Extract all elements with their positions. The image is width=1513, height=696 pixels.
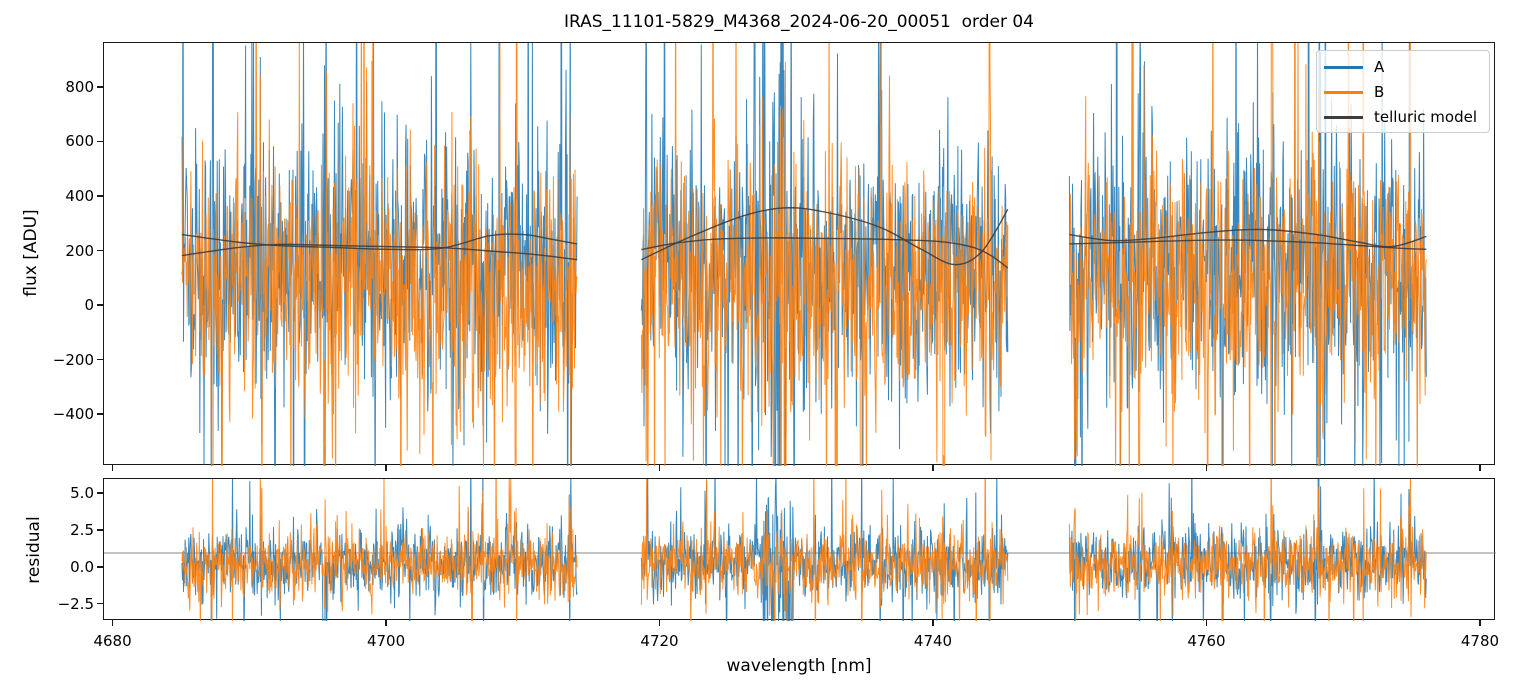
y-tick-label: 0 bbox=[84, 296, 94, 314]
legend-entry-telluric: telluric model bbox=[1317, 107, 1489, 127]
y-tick-label: 400 bbox=[65, 186, 94, 205]
tick-mark bbox=[111, 620, 114, 626]
x-tick-label: 4700 bbox=[366, 632, 406, 650]
tick-mark bbox=[97, 492, 103, 494]
tick-mark bbox=[97, 358, 103, 361]
legend-line-telluric-icon bbox=[1324, 116, 1363, 119]
telluric-model-curve bbox=[1069, 228, 1427, 248]
flux-axes bbox=[103, 42, 1495, 466]
series-B-line bbox=[181, 43, 1427, 466]
tick-mark bbox=[1205, 620, 1208, 626]
tick-mark bbox=[658, 620, 661, 626]
tick-mark bbox=[658, 465, 661, 471]
tick-mark bbox=[97, 304, 103, 306]
x-tick-label: 4720 bbox=[640, 632, 679, 650]
tick-mark bbox=[385, 465, 387, 471]
plot-title: IRAS_11101-5829_M4368_2024-06-20_00051 o… bbox=[563, 12, 1034, 32]
telluric-model-curve bbox=[641, 237, 1009, 269]
residual-axis-label: residual bbox=[24, 516, 44, 584]
y-tick-label: 600 bbox=[65, 132, 94, 151]
tick-mark bbox=[97, 249, 103, 252]
residual-plot-canvas bbox=[104, 479, 1496, 621]
legend-label-a: A bbox=[1374, 58, 1385, 76]
tick-mark bbox=[97, 566, 103, 568]
tick-mark bbox=[97, 413, 103, 415]
legend: A B telluric model bbox=[1316, 50, 1490, 133]
legend-label-telluric: telluric model bbox=[1374, 108, 1478, 126]
telluric-model-curve bbox=[181, 243, 578, 261]
telluric-model-curve bbox=[1069, 239, 1427, 250]
x-tick-label: 4740 bbox=[913, 632, 953, 650]
y-tick-label: −400 bbox=[52, 405, 94, 424]
residual-axes bbox=[103, 478, 1496, 621]
wavelength-axis-label: wavelength [nm] bbox=[726, 656, 872, 676]
telluric-model-curve bbox=[641, 207, 1009, 266]
tick-mark bbox=[97, 195, 103, 197]
tick-mark bbox=[111, 465, 114, 471]
legend-entry-b: B bbox=[1317, 82, 1489, 102]
legend-line-a-icon bbox=[1324, 66, 1363, 69]
tick-mark bbox=[97, 140, 103, 143]
tick-mark bbox=[1479, 465, 1481, 471]
tick-mark bbox=[97, 529, 103, 531]
legend-line-b-icon bbox=[1324, 91, 1363, 94]
tick-mark bbox=[97, 602, 103, 605]
x-tick-label: 4680 bbox=[93, 632, 132, 650]
flux-plot-canvas bbox=[181, 43, 1427, 466]
y-tick-label: −200 bbox=[52, 350, 94, 369]
tick-mark bbox=[385, 620, 387, 626]
tick-mark bbox=[932, 465, 934, 471]
y-tick-label: 200 bbox=[65, 241, 94, 260]
tick-mark bbox=[932, 620, 934, 626]
y-tick-label: 2.5 bbox=[70, 520, 94, 539]
telluric-model-curve bbox=[181, 233, 578, 251]
tick-mark bbox=[1479, 620, 1481, 626]
y-tick-label: 800 bbox=[65, 77, 94, 96]
tick-mark bbox=[97, 86, 103, 88]
tick-mark bbox=[1205, 465, 1208, 471]
x-tick-label: 4780 bbox=[1460, 632, 1500, 650]
series-B-line bbox=[181, 479, 1427, 621]
legend-label-b: B bbox=[1374, 83, 1385, 101]
y-tick-label: −2.5 bbox=[57, 594, 94, 613]
x-tick-label: 4760 bbox=[1187, 632, 1226, 650]
legend-entry-a: A bbox=[1317, 57, 1489, 77]
y-tick-label: 5.0 bbox=[70, 483, 94, 502]
y-tick-label: 0.0 bbox=[70, 557, 94, 576]
